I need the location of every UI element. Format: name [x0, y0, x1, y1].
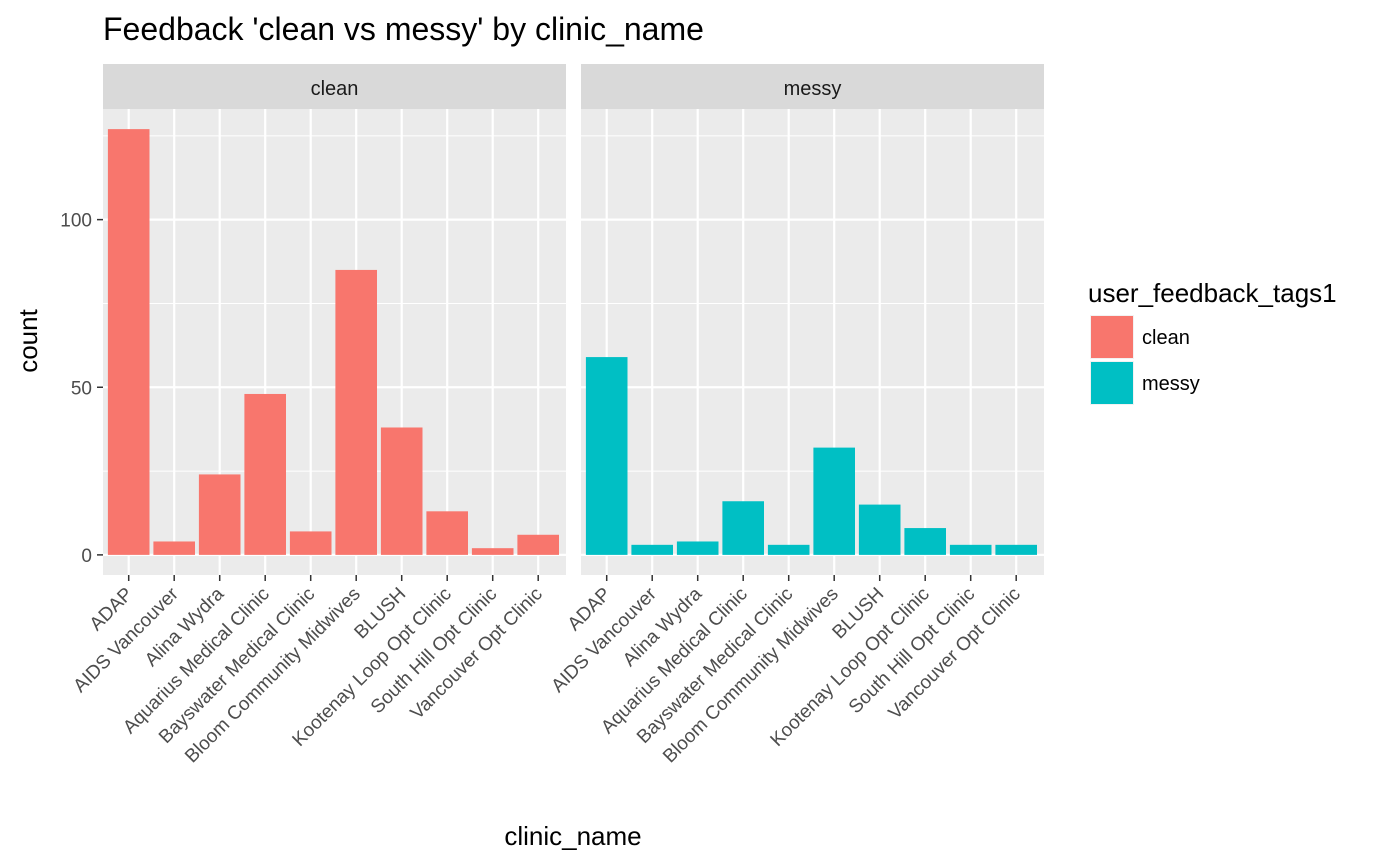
legend-swatch — [1091, 362, 1133, 404]
legend-item-clean: clean — [1090, 315, 1190, 359]
bar-clean-aquarius-medical-clinic — [244, 393, 286, 555]
bar-clean-aids-vancouver — [153, 541, 195, 555]
bar-messy-aids-vancouver — [631, 544, 673, 555]
facet-strip — [581, 64, 1044, 109]
bar-messy-adap — [585, 357, 628, 555]
legend-item-messy: messy — [1090, 361, 1200, 405]
bar-messy-alina-wydra — [676, 541, 719, 555]
chart-title: Feedback 'clean vs messy' by clinic_name — [103, 11, 704, 47]
bar-messy-vancouver-opt-clinic — [995, 544, 1037, 555]
bar-messy-kootenay-loop-opt-clinic — [904, 528, 946, 555]
legend-label: messy — [1142, 373, 1200, 395]
bar-clean-bloom-community-midwives — [335, 269, 377, 555]
bar-messy-aquarius-medical-clinic — [722, 501, 764, 555]
legend: user_feedback_tags1 clean messy — [1088, 278, 1337, 405]
y-tick-label: 0 — [81, 546, 92, 567]
bar-clean-blush — [380, 427, 423, 555]
y-tick-label: 100 — [60, 211, 92, 232]
legend-swatch — [1091, 316, 1133, 358]
bar-clean-south-hill-opt-clinic — [471, 548, 514, 555]
legend-label: clean — [1142, 327, 1190, 349]
y-axis-title: count — [13, 308, 43, 372]
panel-background — [581, 109, 1044, 575]
bar-messy-blush — [858, 504, 901, 555]
bar-messy-bloom-community-midwives — [813, 447, 855, 555]
facet-strip-label: messy — [784, 78, 842, 100]
facet-strip — [103, 64, 566, 109]
facet-strip-label: clean — [311, 78, 359, 100]
bar-clean-vancouver-opt-clinic — [517, 534, 559, 555]
legend-title: user_feedback_tags1 — [1088, 278, 1337, 308]
bar-clean-bayswater-medical-clinic — [289, 531, 332, 555]
y-tick-label: 50 — [71, 378, 92, 399]
bar-clean-alina-wydra — [198, 474, 241, 555]
x-axis-title: clinic_name — [504, 821, 641, 851]
bar-messy-south-hill-opt-clinic — [949, 544, 992, 555]
bar-clean-kootenay-loop-opt-clinic — [426, 511, 468, 555]
panel-background — [103, 109, 566, 575]
bar-clean-adap — [107, 129, 150, 555]
bar-messy-bayswater-medical-clinic — [767, 544, 810, 555]
